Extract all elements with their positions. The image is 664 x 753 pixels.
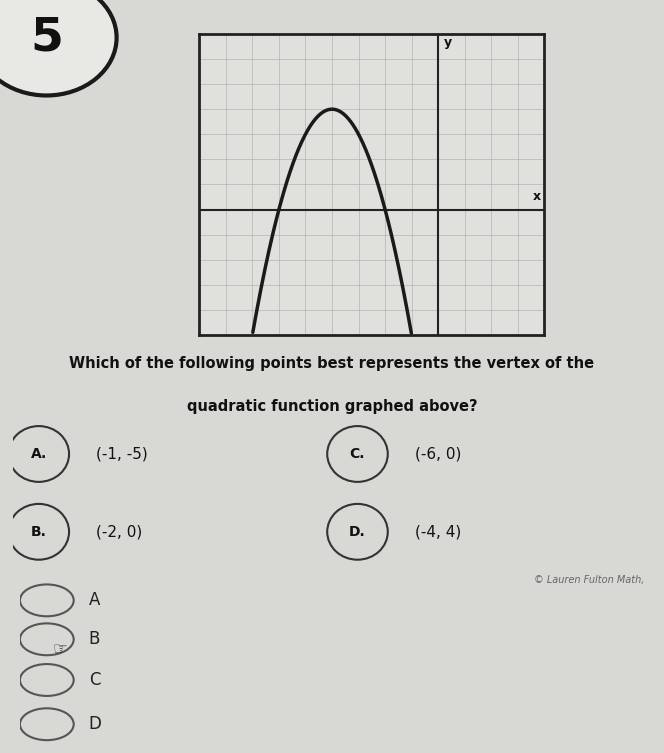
Text: Which of the following points best represents the vertex of the: Which of the following points best repre…: [70, 355, 594, 370]
Text: D: D: [89, 715, 102, 733]
Text: © Lauren Fulton Math,: © Lauren Fulton Math,: [534, 575, 644, 585]
Text: D.: D.: [349, 525, 366, 539]
Text: B.: B.: [31, 525, 46, 539]
Text: (-1, -5): (-1, -5): [96, 447, 148, 462]
Text: ☞: ☞: [53, 641, 68, 659]
Text: A.: A.: [31, 447, 47, 461]
Text: C: C: [89, 671, 100, 689]
Text: (-6, 0): (-6, 0): [415, 447, 461, 462]
Text: B: B: [89, 630, 100, 648]
Text: (-4, 4): (-4, 4): [415, 524, 461, 539]
Text: C.: C.: [350, 447, 365, 461]
Text: x: x: [533, 191, 540, 203]
Text: (-2, 0): (-2, 0): [96, 524, 142, 539]
Text: A: A: [89, 591, 100, 609]
Text: quadratic function graphed above?: quadratic function graphed above?: [187, 399, 477, 414]
Text: y: y: [444, 36, 452, 50]
Circle shape: [0, 0, 117, 96]
Text: 5: 5: [30, 15, 63, 60]
